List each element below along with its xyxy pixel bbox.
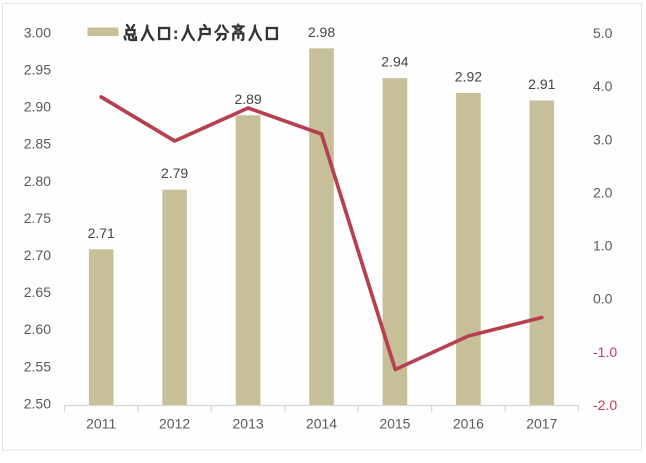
svg-text:2.75: 2.75 xyxy=(24,210,51,226)
svg-text:2.89: 2.89 xyxy=(234,91,261,107)
svg-text:5.0: 5.0 xyxy=(593,25,613,41)
svg-text:2.80: 2.80 xyxy=(24,173,51,189)
svg-text:2.90: 2.90 xyxy=(24,99,51,115)
svg-text:2.92: 2.92 xyxy=(455,69,482,85)
svg-text:2.0: 2.0 xyxy=(593,184,613,200)
svg-text:2.55: 2.55 xyxy=(24,358,51,374)
svg-text:2017: 2017 xyxy=(526,415,557,431)
svg-text:3.0: 3.0 xyxy=(593,131,613,147)
svg-text:2.85: 2.85 xyxy=(24,136,51,152)
svg-text:2.71: 2.71 xyxy=(88,225,115,241)
svg-text:2.60: 2.60 xyxy=(24,321,51,337)
svg-text:2.50: 2.50 xyxy=(24,395,51,411)
svg-text:2.91: 2.91 xyxy=(528,76,555,92)
svg-text:2013: 2013 xyxy=(233,415,264,431)
svg-text:2.95: 2.95 xyxy=(24,62,51,78)
svg-text:3.00: 3.00 xyxy=(24,24,51,40)
svg-text:1.0: 1.0 xyxy=(593,238,613,254)
svg-text:0.0: 0.0 xyxy=(593,291,613,307)
svg-text:2016: 2016 xyxy=(453,415,484,431)
svg-text:2.79: 2.79 xyxy=(161,165,188,181)
svg-text:-2.0: -2.0 xyxy=(593,397,617,413)
svg-text:2011: 2011 xyxy=(86,415,116,431)
svg-text:2.70: 2.70 xyxy=(24,247,51,263)
svg-text:2015: 2015 xyxy=(379,415,410,431)
svg-text:-1.0: -1.0 xyxy=(593,344,617,360)
svg-text:2.65: 2.65 xyxy=(24,284,51,300)
svg-text:4.0: 4.0 xyxy=(593,78,613,94)
svg-text:2.98: 2.98 xyxy=(308,24,335,40)
svg-text:2014: 2014 xyxy=(306,415,337,431)
svg-text:2.94: 2.94 xyxy=(381,54,408,70)
svg-text:2012: 2012 xyxy=(159,415,190,431)
